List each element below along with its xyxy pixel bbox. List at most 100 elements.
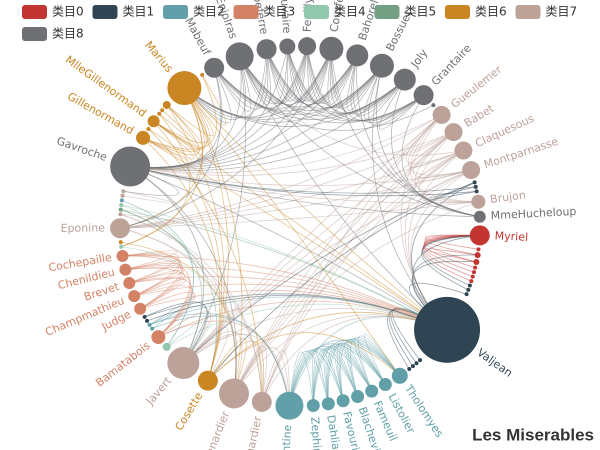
node[interactable] xyxy=(162,342,171,351)
node[interactable] xyxy=(116,249,129,262)
node[interactable] xyxy=(157,111,162,116)
node[interactable] xyxy=(134,302,147,315)
node[interactable] xyxy=(432,105,451,124)
node[interactable] xyxy=(466,287,471,292)
node[interactable] xyxy=(391,367,408,384)
node[interactable] xyxy=(464,292,469,297)
node[interactable] xyxy=(162,100,171,109)
link xyxy=(130,166,480,218)
legend-item[interactable]: 类目3 xyxy=(233,5,296,20)
legend-item[interactable]: 类目0 xyxy=(22,5,84,20)
node[interactable] xyxy=(319,36,344,61)
node[interactable] xyxy=(275,391,304,420)
node[interactable] xyxy=(469,225,490,246)
link xyxy=(379,79,424,130)
node[interactable] xyxy=(150,326,155,331)
node[interactable] xyxy=(444,123,463,142)
node[interactable] xyxy=(407,367,412,372)
node[interactable] xyxy=(414,361,419,366)
node-label: Javert xyxy=(143,374,175,408)
node[interactable] xyxy=(418,358,423,363)
node[interactable] xyxy=(145,318,150,323)
node-label: Prouvaire xyxy=(277,0,294,34)
node[interactable] xyxy=(431,103,436,108)
node[interactable] xyxy=(298,37,317,56)
node[interactable] xyxy=(118,240,123,245)
node[interactable] xyxy=(146,126,151,131)
node[interactable] xyxy=(118,207,123,212)
node[interactable] xyxy=(121,189,126,194)
node[interactable] xyxy=(476,247,481,252)
node[interactable] xyxy=(471,194,486,209)
legend-item[interactable]: 类目5 xyxy=(374,5,437,20)
node[interactable] xyxy=(110,146,151,187)
legend-swatch xyxy=(374,5,400,19)
legend-item[interactable]: 类目4 xyxy=(304,5,366,20)
node[interactable] xyxy=(218,378,249,409)
link xyxy=(207,181,475,381)
node[interactable] xyxy=(119,263,132,276)
link xyxy=(130,131,454,176)
node[interactable] xyxy=(160,108,165,113)
node[interactable] xyxy=(119,244,124,249)
node[interactable] xyxy=(200,72,205,77)
node[interactable] xyxy=(256,39,277,60)
node[interactable] xyxy=(147,115,160,128)
link xyxy=(184,67,232,124)
node[interactable] xyxy=(413,85,434,106)
node[interactable] xyxy=(393,68,416,91)
node[interactable] xyxy=(365,384,379,398)
node[interactable] xyxy=(225,42,254,71)
node[interactable] xyxy=(351,390,365,404)
node[interactable] xyxy=(473,184,478,189)
node[interactable] xyxy=(251,391,272,412)
link xyxy=(312,349,344,406)
legend-item[interactable]: 类目8 xyxy=(22,27,84,42)
node[interactable] xyxy=(473,258,480,265)
legend-item[interactable]: 类目2 xyxy=(163,5,225,20)
node[interactable] xyxy=(467,283,472,288)
node[interactable] xyxy=(472,180,477,185)
node[interactable] xyxy=(136,130,151,145)
node[interactable] xyxy=(123,277,136,290)
node[interactable] xyxy=(279,38,296,55)
node[interactable] xyxy=(197,370,218,391)
node[interactable] xyxy=(119,202,124,207)
node[interactable] xyxy=(120,193,125,198)
node[interactable] xyxy=(321,397,335,411)
node[interactable] xyxy=(167,347,200,380)
node[interactable] xyxy=(147,322,152,327)
node[interactable] xyxy=(119,198,124,203)
node[interactable] xyxy=(167,71,202,106)
link xyxy=(233,314,448,394)
node[interactable] xyxy=(454,141,473,160)
node[interactable] xyxy=(128,290,141,303)
link xyxy=(184,56,246,121)
node[interactable] xyxy=(151,330,166,345)
node[interactable] xyxy=(306,399,320,413)
legend-item[interactable]: 类目7 xyxy=(515,5,578,20)
node[interactable] xyxy=(204,57,225,78)
node[interactable] xyxy=(474,252,481,259)
legend-item[interactable]: 类目6 xyxy=(445,5,507,20)
node[interactable] xyxy=(473,265,478,270)
node[interactable] xyxy=(473,210,486,223)
node[interactable] xyxy=(410,364,415,369)
link xyxy=(312,339,401,406)
node[interactable] xyxy=(469,279,474,284)
legend-item[interactable]: 类目1 xyxy=(92,5,155,20)
node[interactable] xyxy=(336,394,350,408)
node[interactable] xyxy=(118,212,123,217)
node[interactable] xyxy=(462,161,481,180)
node[interactable] xyxy=(474,189,479,194)
link xyxy=(129,272,185,310)
node[interactable] xyxy=(471,270,476,275)
node[interactable] xyxy=(378,377,392,391)
node[interactable] xyxy=(346,44,369,67)
node[interactable] xyxy=(142,314,147,319)
node[interactable] xyxy=(470,274,475,279)
legend-label: 类目6 xyxy=(475,5,507,19)
node[interactable] xyxy=(369,53,394,78)
node[interactable] xyxy=(110,218,131,239)
node[interactable] xyxy=(414,296,481,363)
